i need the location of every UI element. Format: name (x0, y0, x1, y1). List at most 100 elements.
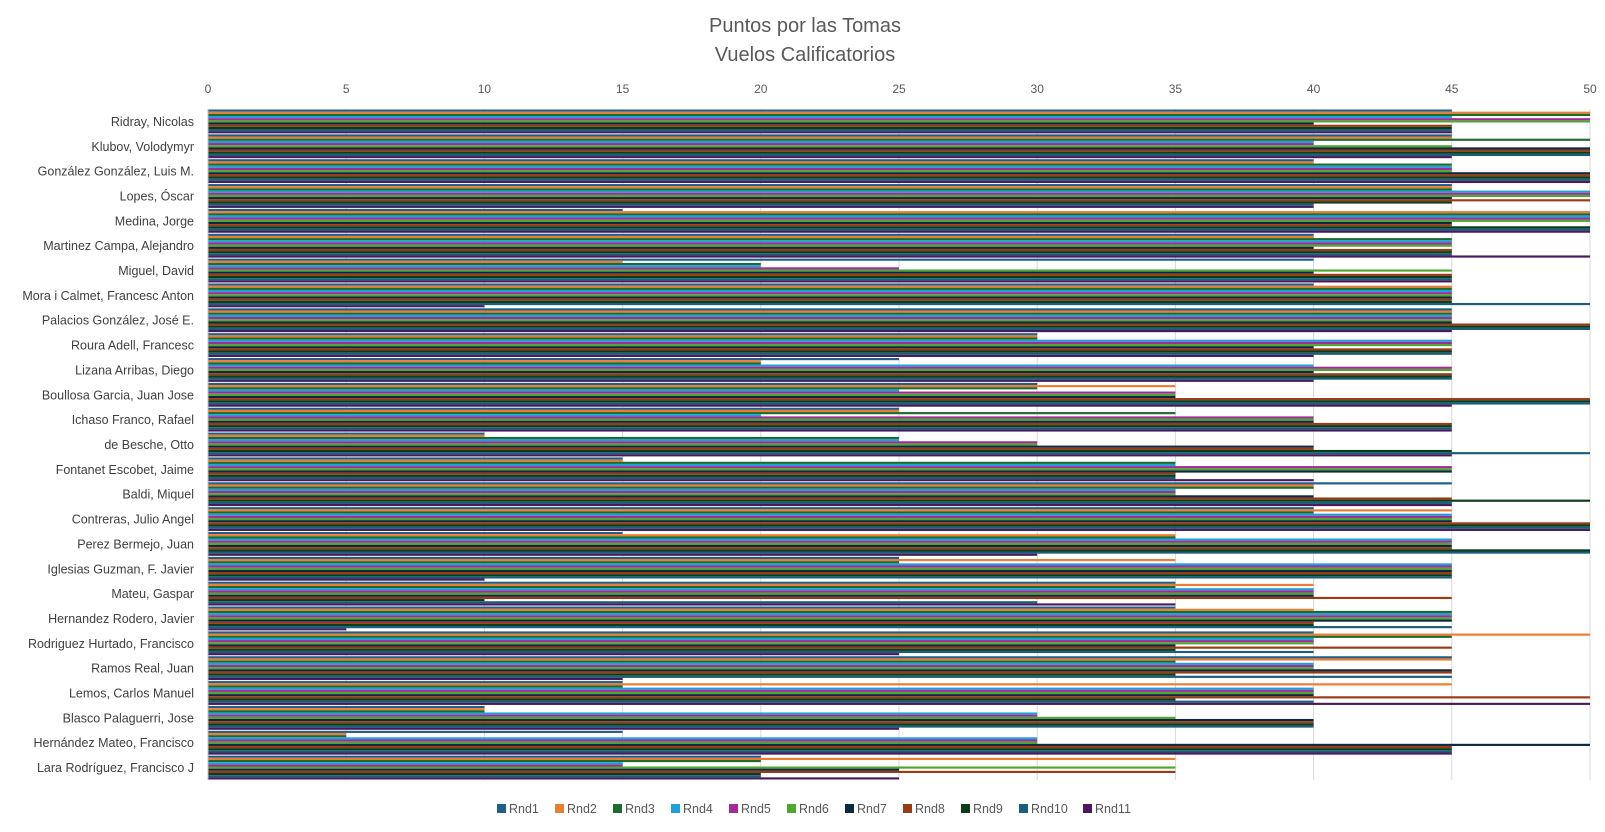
bar (208, 685, 623, 688)
bar (208, 235, 1314, 239)
bar (208, 354, 1314, 358)
bar (208, 633, 1590, 636)
bar (208, 509, 1452, 512)
category-label: Perez Bermejo, Juan (77, 537, 194, 551)
bar (208, 696, 1590, 699)
category-label: Lopes, Óscar (120, 188, 194, 203)
x-tick-label: 40 (1307, 82, 1321, 96)
bar (208, 472, 1176, 475)
bar (208, 389, 899, 392)
bar (208, 265, 761, 268)
bar (208, 610, 1452, 614)
bar (208, 470, 1452, 473)
bar (208, 409, 899, 413)
bar (208, 755, 761, 758)
bar (208, 578, 485, 581)
bar (208, 292, 1452, 295)
bar (208, 511, 1314, 514)
legend-item: Rnd3 (613, 802, 655, 816)
bar (208, 757, 1176, 760)
bar (208, 205, 1314, 208)
bar (208, 118, 1590, 121)
bar (208, 190, 1590, 193)
x-tick-label: 50 (1583, 82, 1597, 96)
bar (208, 493, 1176, 496)
bar (208, 449, 1452, 453)
bar (208, 145, 1452, 148)
bar (208, 174, 1590, 177)
bar (208, 163, 1452, 166)
bar (208, 635, 1452, 638)
bar (208, 427, 1452, 430)
bar (208, 698, 1176, 701)
bar (208, 640, 1314, 643)
bar (208, 432, 485, 435)
bar (208, 215, 1590, 218)
bar (208, 637, 1314, 641)
bar (208, 302, 1590, 306)
bar (208, 691, 1314, 695)
bar (208, 244, 1452, 247)
bar (208, 615, 1452, 618)
bar (208, 476, 1176, 480)
bar (208, 429, 1452, 432)
bar (208, 333, 1038, 336)
bar (208, 199, 1590, 202)
bar (208, 563, 1452, 566)
chart-title: Puntos por las Tomas (709, 15, 901, 37)
bar (208, 273, 1452, 276)
bar (208, 653, 899, 656)
bar (208, 314, 1452, 317)
legend-label: Rnd1 (509, 802, 539, 816)
bar (208, 619, 1452, 622)
legend-label: Rnd8 (915, 802, 945, 816)
bar (208, 520, 1452, 523)
bar (208, 617, 1452, 620)
bar (208, 416, 1314, 419)
category-label: Fontanet Escobet, Jaime (56, 463, 194, 477)
bar (208, 213, 1590, 216)
category-label: Blasco Palaguerri, Jose (63, 711, 194, 725)
bar (208, 362, 761, 365)
bar (208, 671, 1452, 674)
bar (208, 240, 1452, 243)
legend-label: Rnd10 (1031, 802, 1068, 816)
x-tick-label: 30 (1031, 82, 1045, 96)
bar (208, 360, 761, 363)
x-tick-label: 20 (754, 82, 768, 96)
bar (208, 156, 1452, 159)
bar (208, 721, 1314, 724)
bar (208, 147, 1590, 150)
bar (208, 642, 1314, 645)
bar (208, 565, 1452, 568)
category-label: Ramos Real, Juan (91, 662, 194, 676)
bar (208, 393, 1176, 396)
category-label: Contreras, Julio Angel (72, 513, 194, 527)
bar (208, 153, 1590, 157)
bar (208, 623, 1314, 627)
bar (208, 170, 1452, 173)
bar (208, 739, 1038, 742)
category-label: Palacios González, José E. (42, 314, 194, 328)
bar (208, 650, 1314, 654)
bar (208, 507, 1314, 510)
bar (208, 188, 1452, 191)
bar (208, 495, 1314, 498)
legend-item: Rnd4 (671, 802, 713, 816)
bar (208, 656, 1452, 659)
bar (208, 741, 1038, 744)
bar (208, 260, 623, 263)
bar (208, 211, 1590, 214)
bar (208, 219, 1590, 222)
bar (208, 466, 1452, 469)
bar (208, 459, 623, 462)
bar (208, 178, 1590, 181)
bar (208, 420, 1314, 423)
bar (208, 534, 1176, 537)
bar (208, 161, 1314, 164)
bar (208, 305, 485, 308)
bar (208, 329, 1452, 333)
bar (208, 233, 1314, 236)
bar (208, 513, 1452, 516)
bar (208, 708, 485, 711)
